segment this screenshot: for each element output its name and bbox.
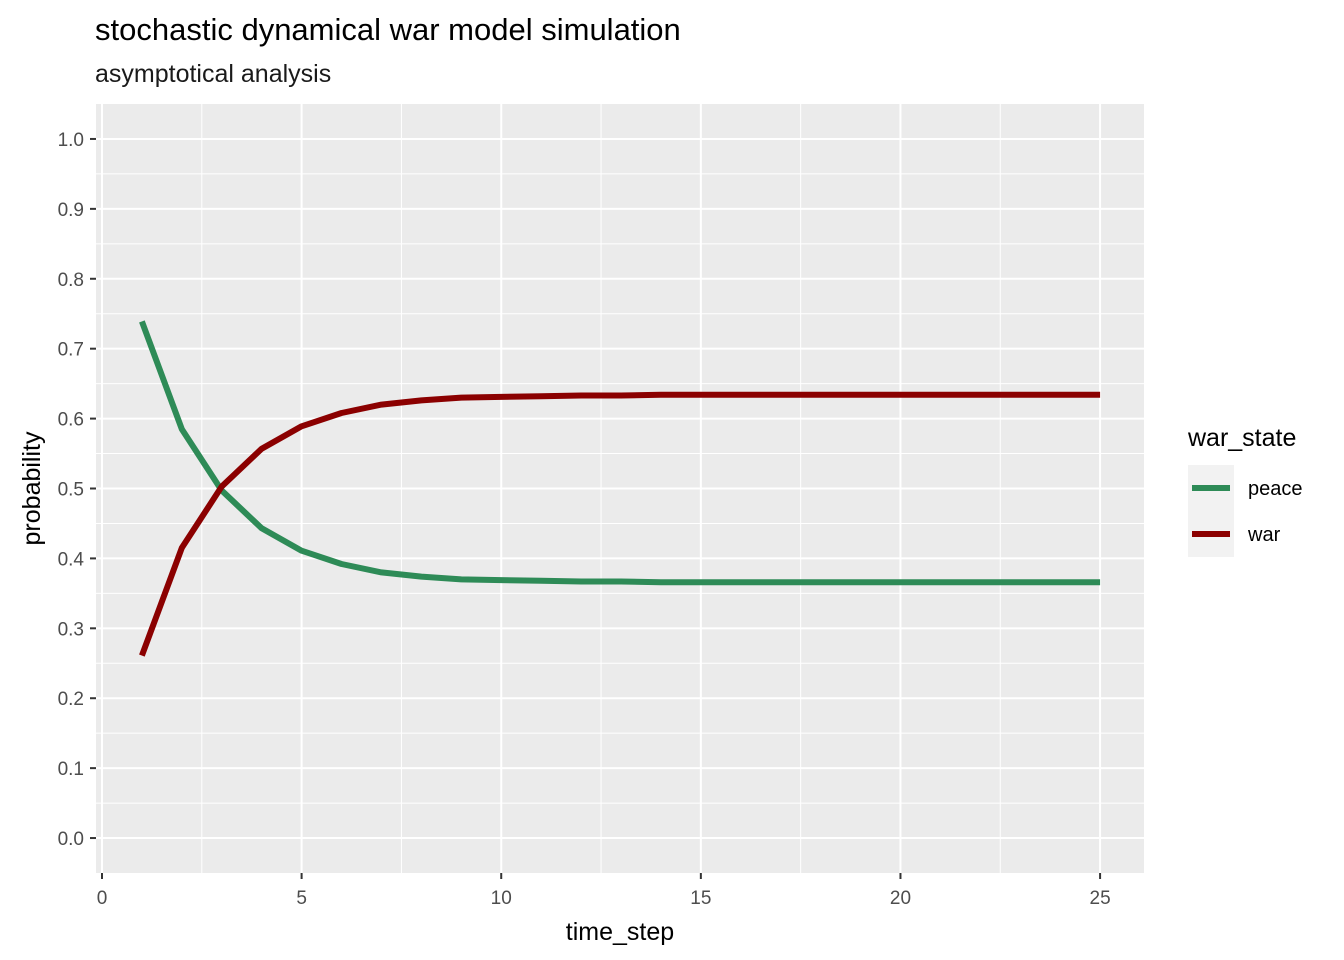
legend: war_state peace war bbox=[1187, 424, 1303, 557]
y-tick-label: 0.4 bbox=[58, 549, 85, 570]
y-tick-label: 0.0 bbox=[58, 829, 84, 850]
x-tick-label: 10 bbox=[491, 888, 512, 909]
series-lines bbox=[139, 320, 1101, 657]
legend-key-background bbox=[1188, 465, 1234, 557]
major-gridlines bbox=[96, 104, 1144, 873]
legend-label-peace: peace bbox=[1248, 478, 1303, 500]
x-tick-label: 25 bbox=[1090, 888, 1111, 909]
y-tick-label: 0.7 bbox=[58, 340, 84, 361]
legend-title: war_state bbox=[1187, 424, 1296, 452]
x-axis-title: time_step bbox=[566, 918, 674, 946]
y-tick-label: 1.0 bbox=[58, 130, 84, 151]
x-tick-label: 5 bbox=[296, 888, 307, 909]
series-line-war bbox=[139, 391, 1101, 657]
y-tick-label: 0.3 bbox=[58, 619, 84, 640]
x-tick-label: 15 bbox=[690, 888, 711, 909]
y-tick-label: 0.1 bbox=[58, 759, 84, 780]
y-tick-label: 0.8 bbox=[58, 270, 84, 291]
y-axis: 0.0 0.1 0.2 0.3 0.4 0.5 0.6 0.7 0.8 0.9 1.0 bbox=[58, 130, 96, 850]
y-tick-label: 0.2 bbox=[58, 689, 84, 710]
series-line-peace bbox=[139, 320, 1101, 586]
x-axis: 0 5 10 15 20 25 bbox=[97, 873, 1111, 909]
y-tick-label: 0.6 bbox=[58, 410, 84, 431]
y-tick-label: 0.9 bbox=[58, 200, 84, 221]
y-tick-label: 0.5 bbox=[58, 480, 84, 501]
x-tick-label: 0 bbox=[97, 888, 108, 909]
y-axis-title: probability bbox=[18, 431, 46, 545]
chart-subtitle: asymptotical analysis bbox=[95, 60, 332, 88]
x-tick-label: 20 bbox=[890, 888, 911, 909]
chart-title: stochastic dynamical war model simulatio… bbox=[95, 12, 681, 47]
legend-label-war: war bbox=[1247, 524, 1281, 546]
legend-items: peace war bbox=[1192, 478, 1303, 546]
